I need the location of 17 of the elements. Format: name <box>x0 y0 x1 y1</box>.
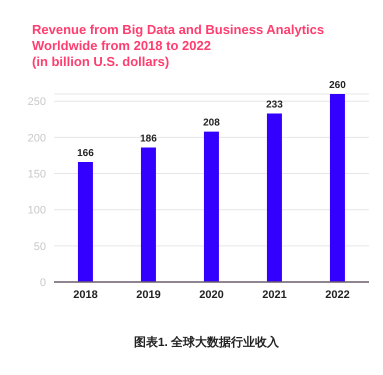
bar <box>330 94 345 282</box>
data-label: 260 <box>329 80 346 91</box>
bar <box>78 162 93 282</box>
x-tick-label: 2018 <box>73 288 98 301</box>
data-label: 186 <box>140 134 158 145</box>
data-label: 208 <box>203 118 220 129</box>
data-label: 166 <box>77 148 94 159</box>
x-tick-label: 2020 <box>199 288 224 301</box>
bar <box>266 114 282 282</box>
x-tick-label: 2022 <box>325 288 350 301</box>
x-tick-label: 2019 <box>136 288 161 301</box>
data-label: 233 <box>266 100 284 111</box>
text: 图表1. 全球大数据行业收入 <box>132 334 280 351</box>
bar <box>140 148 156 282</box>
x-tick-label: 2021 <box>262 288 287 301</box>
chart-title: Revenue from Big Data and Business Analytics Worldwide from 2018 to 2022 (in billion U.S. dollars) <box>31 21 326 70</box>
bar <box>204 132 219 282</box>
